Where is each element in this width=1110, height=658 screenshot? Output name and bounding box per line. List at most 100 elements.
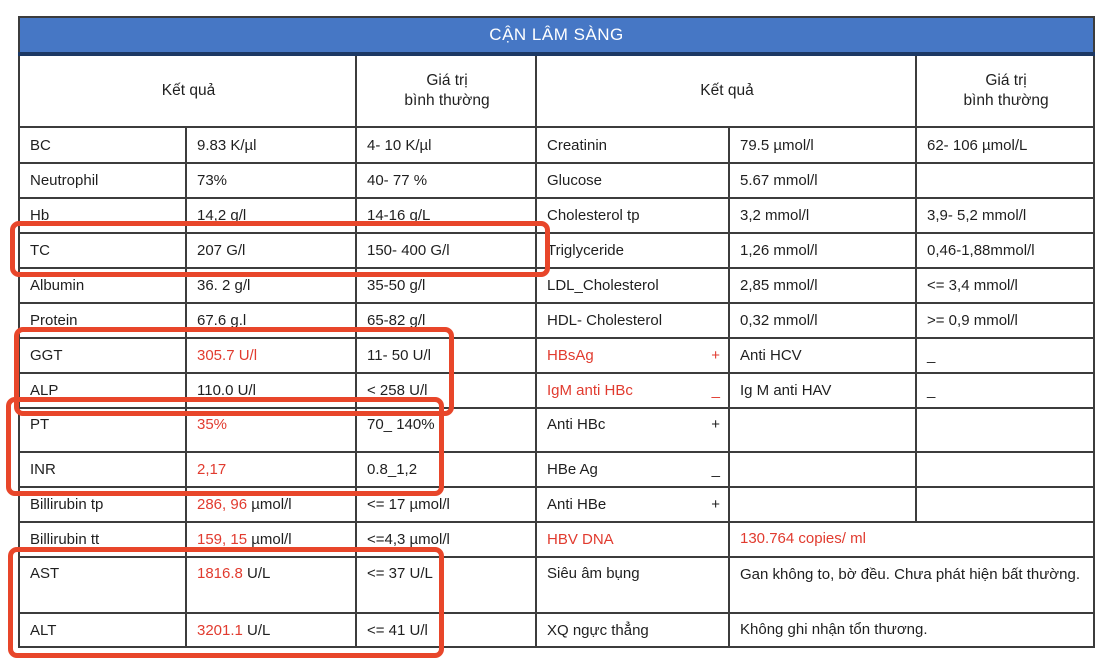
test-name-cell: + HBsAg <box>535 337 730 374</box>
normal-range-cell: < 258 U/l <box>355 372 537 409</box>
test-name-text: TC <box>30 242 50 259</box>
result-value-abnormal: 159, 15 <box>197 531 248 548</box>
result-value-cell: 5.67 mmol/l <box>728 162 917 199</box>
test-name-cell: Albumin <box>18 267 187 304</box>
normal-range-text: >= 0,9 mmol/l <box>927 312 1018 329</box>
test-name-text: HBsAg <box>547 347 594 364</box>
result-sign: _ <box>711 461 720 478</box>
normal-range-cell <box>914 486 1096 523</box>
result-value-cell: 1,26 mmol/l <box>728 232 917 269</box>
test-name-text: Albumin <box>30 277 85 294</box>
test-name-text: Billirubin tp <box>30 496 104 513</box>
normal-range-text: 35-50 g/l <box>367 277 426 294</box>
test-name-cell: + Anti HBe <box>535 486 730 523</box>
result-value-text: 73% <box>197 172 228 189</box>
test-name-cell: AST <box>18 556 187 614</box>
test-name-cell: LDL_Cholesterol <box>535 267 730 304</box>
normal-range-cell: 11- 50 U/l <box>355 337 537 374</box>
result-value-cell: 67.6 g.l <box>185 302 357 339</box>
result-value-abnormal: 286, 96 <box>197 496 248 513</box>
result-value-cell: 2,85 mmol/l <box>728 267 917 304</box>
table-row: PT 35% 70_ 140% + Anti HBc <box>18 407 1096 453</box>
test-name-text: Siêu âm bụng <box>547 565 640 582</box>
lab-results-table: CẬN LÂM SÀNG Kết quả Giá trị bình thường … <box>17 16 1096 648</box>
normal-range-text: 0.8_1,2 <box>367 461 418 478</box>
page-title: CẬN LÂM SÀNG <box>17 16 1096 56</box>
result-value-abnormal: 1816.8 <box>197 565 243 582</box>
test-name-text: Cholesterol tp <box>547 207 640 224</box>
test-name-text: AST <box>30 565 60 582</box>
header-line: Giá trị <box>426 71 468 89</box>
test-name-cell: Glucose <box>535 162 730 199</box>
result-value-text: 207 G/l <box>197 242 246 259</box>
normal-range-cell: 14-16 g/L <box>355 197 537 234</box>
normal-range-cell: _ <box>914 337 1096 374</box>
test-name-cell: Triglyceride <box>535 232 730 269</box>
result-value-cell: 36. 2 g/l <box>185 267 357 304</box>
test-name-text: HBV DNA <box>547 531 614 548</box>
normal-range-cell <box>914 407 1096 453</box>
test-name-text: PT <box>30 416 50 433</box>
test-name-cell: Cholesterol tp <box>535 197 730 234</box>
result-value-cell: 3,2 mmol/l <box>728 197 917 234</box>
normal-range-text: <= 37 U/L <box>367 565 433 582</box>
result-value-cell: 110.0 U/l <box>185 372 357 409</box>
result-sign: + <box>711 416 720 433</box>
result-value-cell: 3201.1 U/L <box>185 612 357 648</box>
result-value-text: Anti HCV <box>740 347 802 364</box>
header-line: bình thường <box>963 92 1049 109</box>
result-value-abnormal: 35% <box>197 416 228 433</box>
result-value-cell: 35% <box>185 407 357 453</box>
test-name-cell: HBV DNA <box>535 521 730 558</box>
header-line: Giá trị <box>985 71 1027 89</box>
result-value-text: 110.0 U/l <box>197 382 256 399</box>
test-name-text: Hb <box>30 207 50 224</box>
normal-range-cell: 0,46-1,88mmol/l <box>914 232 1096 269</box>
test-name-text: ALP <box>30 382 59 399</box>
table-row: AST 1816.8 U/L <= 37 U/L Siêu âm bụng Gan kh… <box>18 556 1096 614</box>
test-name-cell: Billirubin tt <box>18 521 187 558</box>
normal-range-cell: >= 0,9 mmol/l <box>914 302 1096 339</box>
table-row: Protein 67.6 g.l 65-82 g/l HDL- Cholesterol… <box>18 302 1096 339</box>
test-name-cell: XQ ngực thẳng <box>535 612 730 648</box>
test-name-cell: GGT <box>18 337 187 374</box>
table-row: TC 207 G/l 150- 400 G/l Triglyceride 1,26 mm… <box>18 232 1096 269</box>
table-row: Neutrophil 73% 40- 77 % Glucose 5.67 mmol/l <box>18 162 1096 199</box>
test-name-text: ALT <box>30 621 57 639</box>
result-sign: + <box>711 496 720 513</box>
result-value-cell: 2,17 <box>185 451 357 488</box>
table-row: Billirubin tt 159, 15 µmol/l <=4,3 µmol/l H… <box>18 521 1096 558</box>
column-header-result-right: Kết quả <box>535 53 917 128</box>
test-name-text: Anti HBe <box>547 496 607 513</box>
column-header-row: Kết quả Giá trị bình thường Kết quả Giá t… <box>18 53 1096 128</box>
result-value-text: 14,2 g/l <box>197 207 247 224</box>
normal-range-text: 14-16 g/L <box>367 207 431 224</box>
normal-range-text: <= 17 µmol/l <box>367 496 450 513</box>
result-value-cell: 159, 15 µmol/l <box>185 521 357 558</box>
table-row: GGT 305.7 U/l 11- 50 U/l + HBsAg Anti HCV _ <box>18 337 1096 374</box>
test-name-text: Billirubin tt <box>30 531 100 548</box>
result-value-text: 3,2 mmol/l <box>740 207 810 224</box>
result-value-text: U/L <box>242 565 271 582</box>
column-header-normal-right: Giá trị bình thường <box>914 53 1096 128</box>
result-value-text: 5.67 mmol/l <box>740 172 818 189</box>
normal-range-text: <= 3,4 mmol/l <box>927 277 1018 294</box>
result-value-cell: Anti HCV <box>728 337 917 374</box>
test-name-cell: TC <box>18 232 187 269</box>
result-value-text: U/L <box>242 621 271 639</box>
result-value-text: µmol/l <box>247 496 292 513</box>
test-name-cell: + Anti HBc <box>535 407 730 453</box>
normal-range-text: 11- 50 U/l <box>367 347 431 364</box>
test-name-text: HDL- Cholesterol <box>547 312 663 329</box>
result-sign: + <box>711 347 720 364</box>
test-name-cell: _ HBe Ag <box>535 451 730 488</box>
result-value-cell: 14,2 g/l <box>185 197 357 234</box>
normal-range-cell: 65-82 g/l <box>355 302 537 339</box>
test-name-text: Neutrophil <box>30 172 99 189</box>
normal-range-cell: <=4,3 µmol/l <box>355 521 537 558</box>
result-value-cell: 79.5 µmol/l <box>728 126 917 164</box>
result-value-text: 36. 2 g/l <box>197 277 251 294</box>
result-value-text: 9.83 K/µl <box>197 136 257 154</box>
normal-range-text: < 258 U/l <box>367 382 428 399</box>
result-value-text: 67.6 g.l <box>197 312 247 329</box>
